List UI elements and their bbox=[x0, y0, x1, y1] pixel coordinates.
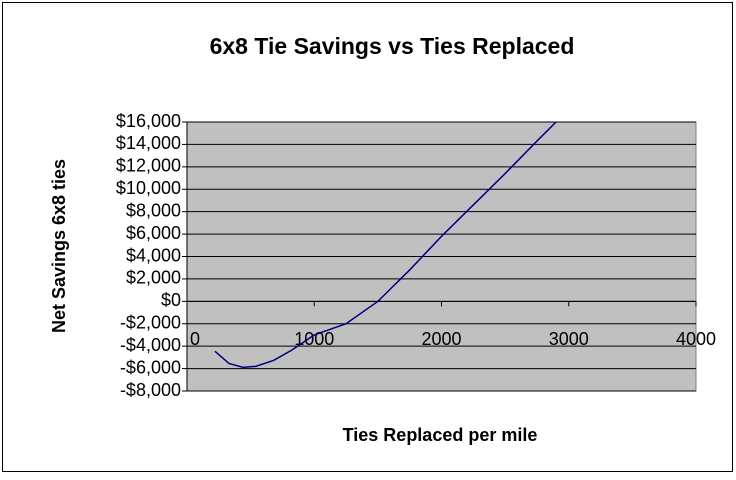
x-axis-label: Ties Replaced per mile bbox=[343, 425, 538, 445]
y-tick-label: $8,000 bbox=[126, 200, 181, 220]
y-axis-label: Net Savings 6x8 ties bbox=[49, 159, 69, 333]
data-line bbox=[214, 121, 557, 369]
y-tick-label: $16,000 bbox=[116, 111, 181, 131]
y-tick-label: -$2,000 bbox=[120, 313, 181, 333]
x-tick-label: 0 bbox=[190, 329, 200, 349]
y-tick-label: $0 bbox=[161, 290, 181, 310]
x-tick-label: 2000 bbox=[421, 329, 461, 349]
chart-title: 6x8 Tie Savings vs Ties Replaced bbox=[210, 33, 575, 59]
y-tick-label: $2,000 bbox=[126, 268, 181, 288]
x-tick-label: 3000 bbox=[549, 329, 589, 349]
x-tick-label: 1000 bbox=[294, 329, 334, 349]
y-tick-label: -$6,000 bbox=[120, 357, 181, 377]
y-tick-label: $10,000 bbox=[116, 178, 181, 198]
y-tick-label: $12,000 bbox=[116, 156, 181, 176]
y-tick-label: $6,000 bbox=[126, 223, 181, 243]
y-tick-label: -$8,000 bbox=[120, 380, 181, 400]
y-tick-label: $14,000 bbox=[116, 133, 181, 153]
y-tick-label: -$4,000 bbox=[120, 335, 181, 355]
x-tick-label: 4000 bbox=[676, 329, 716, 349]
y-tick-label: $4,000 bbox=[126, 245, 181, 265]
